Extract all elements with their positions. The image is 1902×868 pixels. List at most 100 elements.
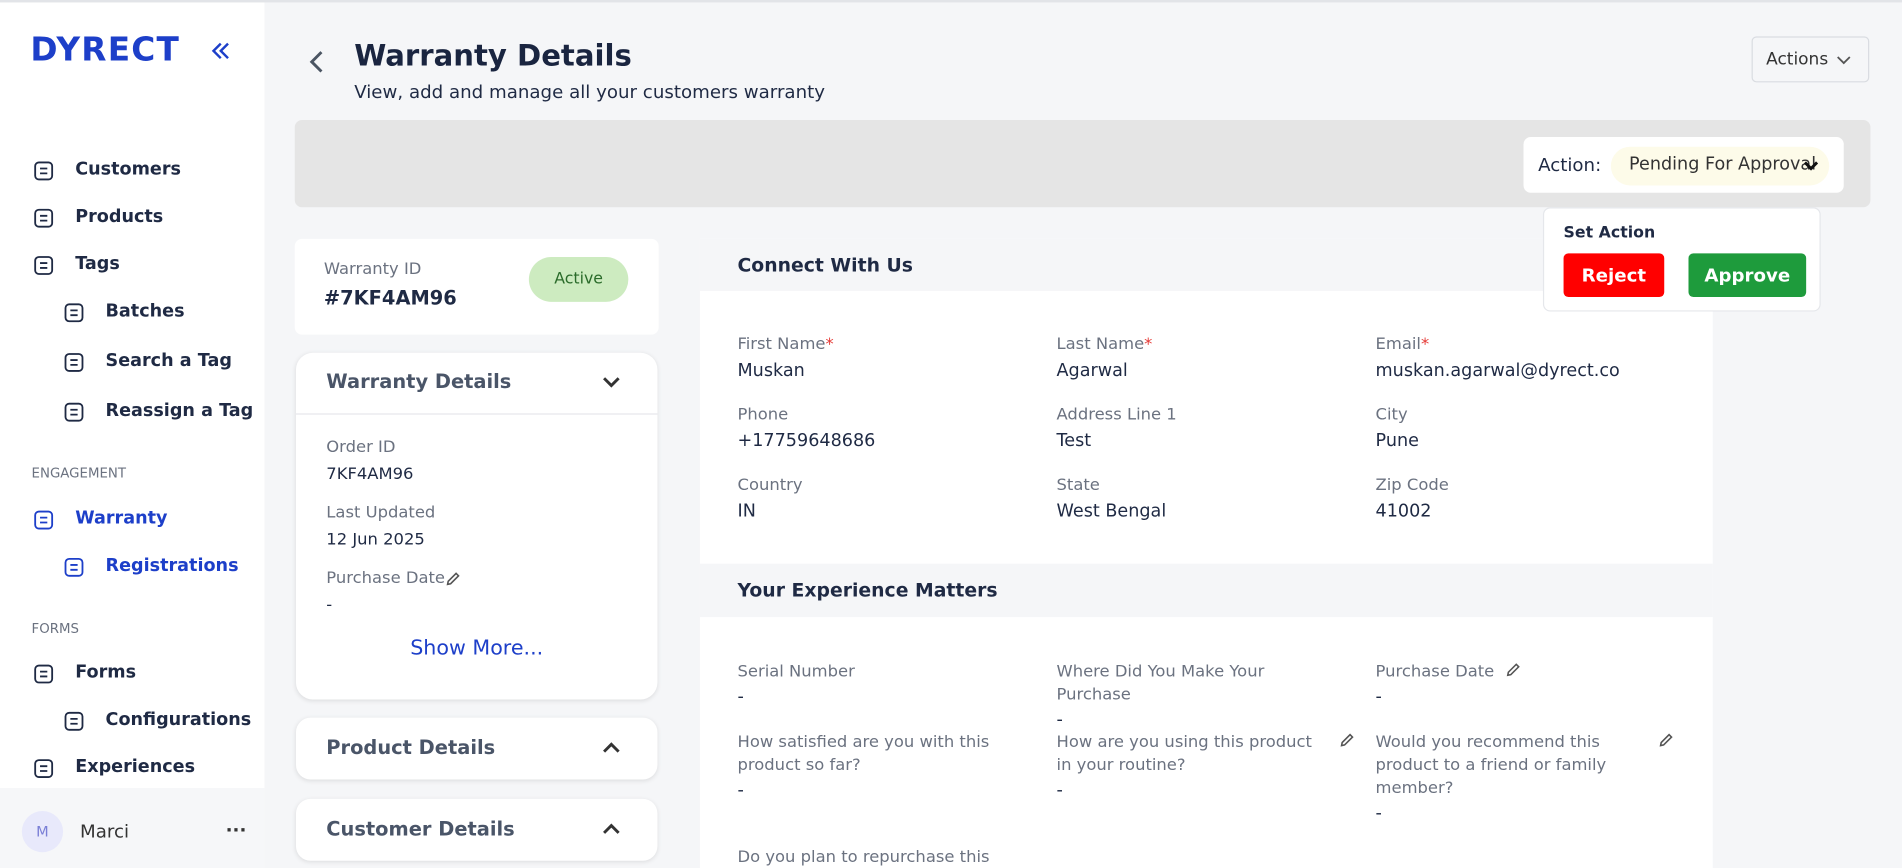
field-value: - (1375, 803, 1382, 824)
section-header (699, 563, 1713, 618)
field-label: First Name* (738, 335, 834, 354)
action-select[interactable]: Pending For Approval (1610, 146, 1830, 186)
section-heading: ENGAGEMENT (31, 465, 127, 482)
popover-title: Set Action (1563, 224, 1656, 243)
nav-icon (64, 402, 84, 422)
field-value: - (737, 780, 744, 801)
edit-icon[interactable] (1505, 662, 1521, 678)
nav-icon (64, 353, 84, 372)
chevron (1837, 56, 1851, 65)
label-text: Address Line 1 (1056, 404, 1177, 425)
nav-label: Search a Tag (105, 351, 232, 371)
label-text: Phone (737, 404, 789, 425)
field-value: - (1056, 780, 1063, 801)
avatar: M (21, 811, 64, 853)
field-value: - (326, 595, 333, 615)
field-label: Email* (1376, 335, 1430, 354)
nav-label: Warranty (75, 509, 168, 529)
card-title: Customer Details (326, 817, 515, 841)
show-more[interactable]: Show More... (410, 636, 544, 661)
field-value: Pune (1375, 431, 1419, 451)
nav-icon (34, 256, 54, 275)
label-text: Email (1375, 334, 1421, 354)
field-value: 12 Jun 2025 (326, 529, 425, 550)
section-heading: FORMS (31, 620, 79, 637)
label-text: Last Name (1056, 334, 1145, 354)
required-mark: * (1144, 334, 1153, 354)
nav-label: Configurations (105, 710, 252, 730)
field-label: How are you using this product in your r… (1056, 732, 1312, 775)
sidebar: DYRECT Customers Products Tags Batches Searc… (0, 2, 265, 868)
required-mark: * (1420, 334, 1430, 354)
logo[interactable]: DYRECT (30, 31, 181, 70)
field-label: Zip Code (1376, 475, 1449, 494)
approve-button[interactable]: Approve (1688, 253, 1807, 298)
field-label: State (1057, 475, 1100, 494)
back-icon[interactable] (308, 50, 325, 74)
details-panel: Connect With Us Your Experience Matters … (699, 238, 1713, 868)
field-value: Test (1056, 431, 1092, 451)
field-value: +17759648686 (737, 431, 876, 451)
label-text: First Name (737, 334, 826, 354)
card-title: Warranty Details (326, 369, 512, 393)
field-value: - (1375, 687, 1382, 707)
product-details-card[interactable]: Product Details (295, 717, 658, 780)
edit-icon[interactable] (1658, 732, 1674, 748)
field-label: Country (738, 475, 803, 494)
nav-icon (34, 759, 54, 778)
user-bar[interactable]: M Marci ... (0, 787, 265, 868)
required-mark: * (825, 334, 834, 354)
chevron[interactable] (602, 375, 621, 390)
action-label: Action: (1538, 153, 1602, 176)
nav-icon (34, 510, 54, 530)
edit-icon[interactable] (1339, 732, 1355, 748)
field-label: Order ID (326, 437, 396, 458)
nav-label: Tags (75, 254, 120, 274)
nav-icon (64, 711, 84, 731)
field-value: 7KF4AM96 (326, 464, 414, 484)
field-label: Last Updated (326, 503, 436, 523)
status-badge: Active (528, 257, 629, 302)
field-label: Address Line 1 (1057, 405, 1177, 424)
warranty-id-label: Warranty ID (323, 259, 422, 279)
label-text: Country (737, 475, 803, 495)
nav-label: Batches (105, 301, 185, 322)
field-label: Last Name* (1057, 335, 1153, 354)
field-value: Agarwal (1056, 361, 1128, 381)
label-text: City (1375, 404, 1408, 425)
divider (295, 413, 658, 415)
section-title: Connect With Us (737, 254, 913, 277)
actions-button[interactable]: Actions (1751, 36, 1870, 83)
field-value: 41002 (1375, 501, 1432, 522)
nav-label: Customers (75, 160, 182, 180)
user-menu[interactable]: ... (225, 814, 247, 837)
nav-label: Forms (75, 663, 137, 683)
label-text: Zip Code (1375, 475, 1449, 495)
field-label: Phone (738, 405, 789, 424)
page-subtitle: View, add and manage all your customers … (354, 81, 826, 104)
edit-icon[interactable] (445, 571, 461, 587)
nav-label: Products (75, 207, 164, 227)
page-title: Warranty Details (354, 38, 632, 73)
warranty-details-card: Warranty Details Order ID 7KF4AM96 Last Up… (295, 352, 658, 700)
action-box: Action: Pending For Approval (1523, 136, 1844, 193)
user-name: Marci (80, 820, 130, 843)
chevron (603, 742, 620, 753)
collapse-icon[interactable] (211, 41, 230, 60)
field-value: Muskan (737, 361, 805, 381)
customer-details-card[interactable]: Customer Details (295, 798, 658, 861)
field-label: Do you plan to repurchase this (737, 847, 990, 867)
label-text: State (1056, 475, 1100, 495)
field-value: IN (737, 501, 756, 522)
actions-label: Actions (1766, 49, 1829, 70)
field-label: Purchase Date (326, 568, 446, 588)
nav-icon (64, 303, 84, 323)
field-label: How satisfied are you with this product … (737, 732, 990, 775)
card-title: Product Details (326, 735, 496, 759)
nav-label: Registrations (105, 556, 239, 576)
section-title: Your Experience Matters (737, 579, 998, 602)
reject-button[interactable]: Reject (1563, 253, 1665, 298)
nav-label: Experiences (75, 757, 196, 778)
